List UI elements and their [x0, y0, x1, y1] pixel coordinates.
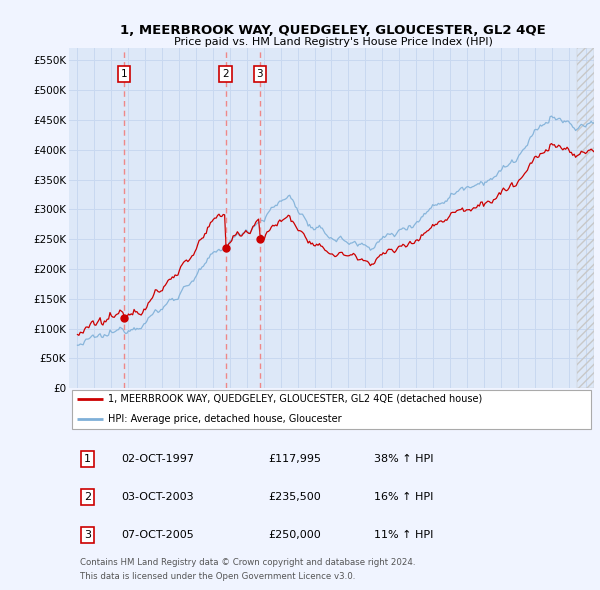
Text: 07-OCT-2005: 07-OCT-2005 — [121, 530, 194, 540]
Text: 02-OCT-1997: 02-OCT-1997 — [121, 454, 194, 464]
Text: This data is licensed under the Open Government Licence v3.0.: This data is licensed under the Open Gov… — [79, 572, 355, 581]
Text: 3: 3 — [257, 69, 263, 79]
Text: Contains HM Land Registry data © Crown copyright and database right 2024.: Contains HM Land Registry data © Crown c… — [79, 558, 415, 566]
Text: 3: 3 — [84, 530, 91, 540]
Text: £117,995: £117,995 — [269, 454, 322, 464]
Text: £235,500: £235,500 — [269, 492, 321, 502]
Text: 11% ↑ HPI: 11% ↑ HPI — [373, 530, 433, 540]
Text: 03-OCT-2003: 03-OCT-2003 — [121, 492, 194, 502]
Text: HPI: Average price, detached house, Gloucester: HPI: Average price, detached house, Glou… — [109, 414, 342, 424]
FancyBboxPatch shape — [71, 390, 592, 430]
Text: 38% ↑ HPI: 38% ↑ HPI — [373, 454, 433, 464]
Text: 1: 1 — [121, 69, 127, 79]
Text: 2: 2 — [84, 492, 91, 502]
Text: 16% ↑ HPI: 16% ↑ HPI — [373, 492, 433, 502]
Text: 2: 2 — [223, 69, 229, 79]
Text: 1, MEERBROOK WAY, QUEDGELEY, GLOUCESTER, GL2 4QE: 1, MEERBROOK WAY, QUEDGELEY, GLOUCESTER,… — [120, 24, 546, 37]
Text: 1, MEERBROOK WAY, QUEDGELEY, GLOUCESTER, GL2 4QE (detached house): 1, MEERBROOK WAY, QUEDGELEY, GLOUCESTER,… — [109, 394, 482, 404]
Text: 1: 1 — [84, 454, 91, 464]
Text: £250,000: £250,000 — [269, 530, 321, 540]
Text: Price paid vs. HM Land Registry's House Price Index (HPI): Price paid vs. HM Land Registry's House … — [173, 37, 493, 47]
